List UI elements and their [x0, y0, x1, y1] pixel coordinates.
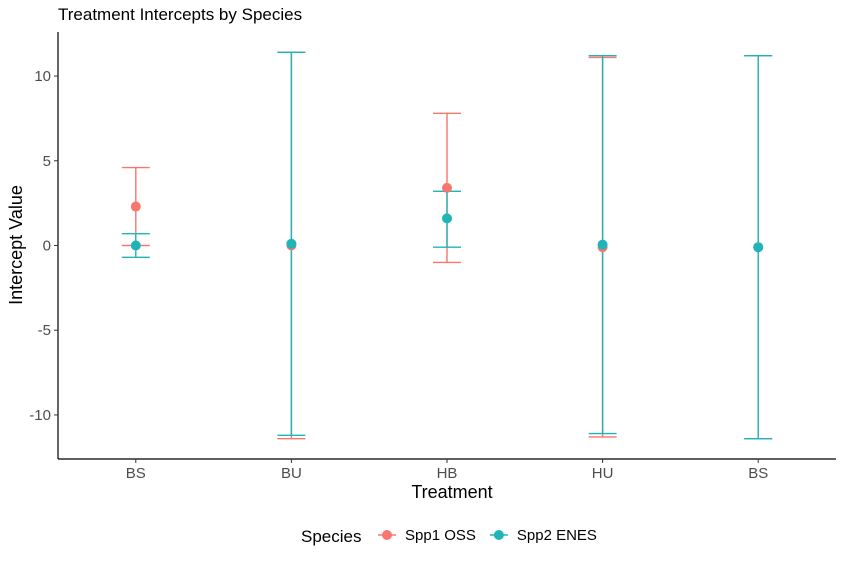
series-2-errorbars	[121, 51, 773, 440]
legend-key-point	[382, 530, 392, 540]
x-tick-label: HU	[592, 465, 614, 482]
legend-item: Spp1 OSS	[378, 527, 476, 544]
x-tick-label: BS	[748, 465, 768, 482]
x-tick-label: BU	[281, 465, 302, 482]
y-tick-label: 10	[34, 68, 51, 85]
data-point	[286, 238, 297, 249]
legend: Species Spp1 OSS Spp2 ENES	[301, 527, 597, 546]
y-tick-label: -5	[38, 322, 51, 339]
y-tick-label: 0	[43, 238, 51, 255]
y-tick-label: 5	[43, 153, 51, 170]
data-point	[442, 213, 452, 224]
data-point	[130, 240, 141, 251]
x-tick-label: BS	[126, 465, 146, 482]
legend-key-point	[493, 530, 504, 540]
legend-label: Spp1 OSS	[405, 527, 476, 544]
series-2-points	[130, 213, 764, 253]
y-axis: -10 -5 0 5 10	[29, 32, 59, 459]
legend-item: Spp2 ENES	[489, 527, 597, 544]
y-axis-label: Intercept Value	[6, 185, 26, 305]
x-axis-label: Treatment	[411, 482, 492, 502]
plot-area	[121, 51, 773, 440]
legend-title: Species	[301, 527, 361, 546]
x-tick-label: HB	[437, 465, 458, 482]
data-point	[130, 201, 141, 212]
y-tick-label: -10	[29, 407, 51, 424]
data-point	[597, 239, 608, 250]
data-point	[442, 182, 452, 193]
x-axis: BS BU HB HU BS	[58, 458, 836, 482]
legend-label: Spp2 ENES	[517, 527, 597, 544]
chart-title: Treatment Intercepts by Species	[58, 5, 302, 24]
data-point	[753, 242, 764, 253]
